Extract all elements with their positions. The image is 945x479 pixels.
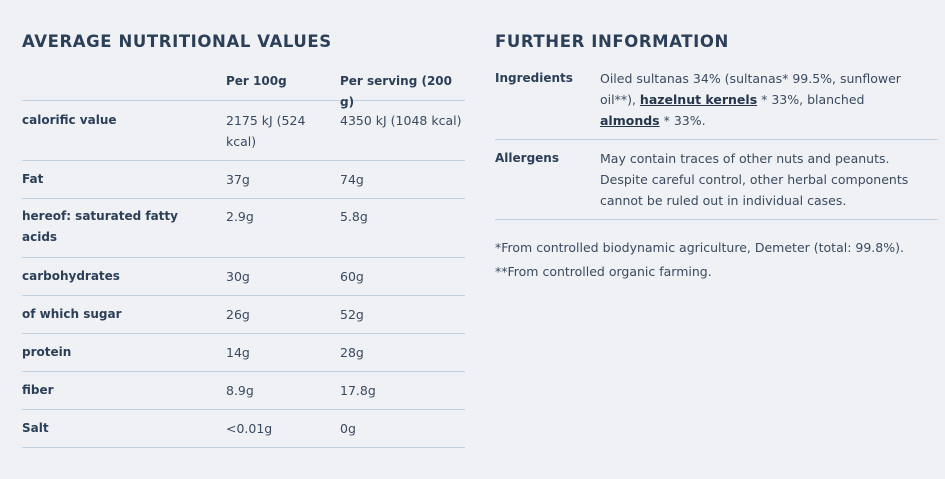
further-info-title: FURTHER INFORMATION [495, 32, 729, 51]
ingredients-part: Oiled sultanas 34% (sultanas* 99.5%, sun… [600, 71, 901, 107]
ingredients-part: * 33%, blanched [757, 92, 865, 107]
row-label: Fat [22, 172, 44, 186]
almonds-link[interactable]: almonds [600, 113, 660, 128]
ingredients-part: * 33%. [659, 113, 706, 128]
row-per-serving: 74g [340, 172, 364, 187]
row-per-100g: 30g [226, 269, 250, 284]
row-label: calorific value [22, 113, 117, 127]
table-row: calorific value 2175 kJ (524 kcal) 4350 … [22, 101, 465, 161]
footnote-biodynamic: *From controlled biodynamic agriculture,… [495, 240, 904, 255]
row-per-serving: 5.8g [340, 209, 368, 224]
allergens-label: Allergens [495, 151, 559, 165]
header-per-100g: Per 100g [226, 74, 287, 88]
table-row: Salt <0.01g 0g [22, 410, 465, 448]
table-row: fiber 8.9g 17.8g [22, 372, 465, 410]
row-per-serving: 28g [340, 345, 364, 360]
table-row: hereof: saturated fatty acids 2.9g 5.8g [22, 199, 465, 258]
table-header-row: Per 100g Per serving (200 g) [22, 64, 465, 109]
row-label: carbohydrates [22, 269, 120, 283]
row-per-100g: 14g [226, 345, 250, 360]
row-label: Salt [22, 421, 49, 435]
table-row: Fat 37g 74g [22, 161, 465, 199]
row-label: fiber [22, 383, 54, 397]
row-per-serving: 60g [340, 269, 364, 284]
row-per-100g: 26g [226, 307, 250, 322]
row-per-100g: <0.01g [226, 421, 273, 436]
ingredients-row: Ingredients Oiled sultanas 34% (sultanas… [495, 64, 938, 140]
row-per-serving: 17.8g [340, 383, 376, 398]
header-per-serving: Per serving (200 g) [340, 74, 453, 109]
nutrition-title: AVERAGE NUTRITIONAL VALUES [22, 32, 332, 51]
further-info-table: Ingredients Oiled sultanas 34% (sultanas… [495, 64, 938, 220]
row-per-100g: 2175 kJ (524 kcal) [226, 113, 306, 149]
table-row: of which sugar 26g 52g [22, 296, 465, 334]
row-per-serving: 4350 kJ (1048 kcal) [340, 113, 462, 128]
row-per-100g: 8.9g [226, 383, 254, 398]
row-per-serving: 0g [340, 421, 356, 436]
row-label: of which sugar [22, 307, 122, 321]
footnote-organic: **From controlled organic farming. [495, 264, 712, 279]
allergens-row: Allergens May contain traces of other nu… [495, 140, 938, 220]
nutrition-table: Per 100g Per serving (200 g) calorific v… [22, 64, 465, 448]
hazelnut-kernels-link[interactable]: hazelnut kernels [639, 92, 758, 107]
row-per-100g: 37g [226, 172, 250, 187]
row-label: protein [22, 345, 72, 359]
row-per-serving: 52g [340, 307, 364, 322]
allergens-text: May contain traces of other nuts and pea… [600, 151, 909, 208]
ingredients-text: Oiled sultanas 34% (sultanas* 99.5%, sun… [600, 68, 920, 131]
ingredients-label: Ingredients [495, 71, 573, 85]
row-per-100g: 2.9g [226, 209, 254, 224]
row-label: hereof: saturated fatty acids [22, 209, 178, 244]
table-row: carbohydrates 30g 60g [22, 258, 465, 296]
table-row: protein 14g 28g [22, 334, 465, 372]
